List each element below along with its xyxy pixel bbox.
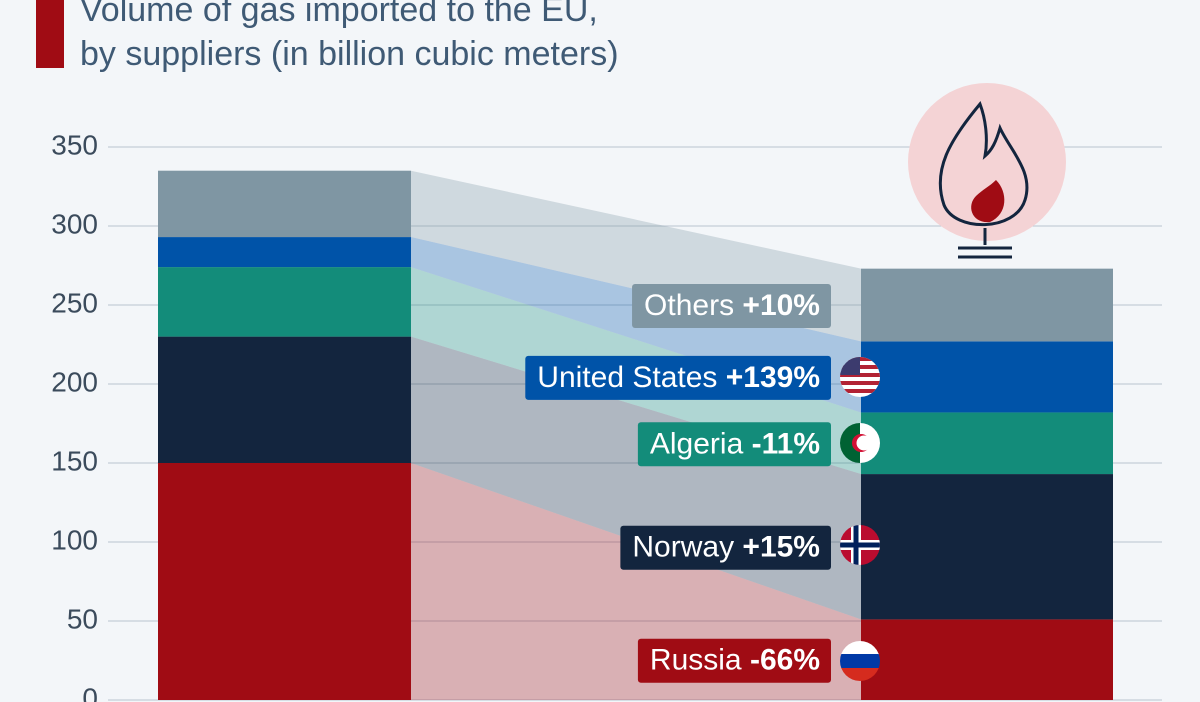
chart-subtitle: by suppliers (in billion cubic meters) — [80, 35, 619, 73]
y-tick-label: 150 — [51, 445, 98, 476]
labels: Russia -66% Norway +15% Algeria -11% United… — [525, 284, 831, 683]
y-tick-label: 200 — [51, 366, 98, 397]
series-change: +15% — [742, 531, 820, 564]
series-name: Russia — [650, 644, 742, 677]
bar-segment — [158, 237, 411, 268]
series-change: -66% — [750, 644, 820, 677]
bar-segment — [158, 170, 411, 238]
series-name: Others — [644, 289, 734, 322]
series-name: United States — [537, 361, 717, 394]
y-tick-label: 350 — [51, 129, 98, 160]
flame-icon — [908, 83, 1066, 259]
series-name: Norway — [632, 531, 734, 564]
label-box — [632, 284, 831, 328]
y-tick-label: 300 — [51, 208, 98, 239]
flag-algeria — [840, 423, 880, 463]
label-text: Others +10% — [644, 289, 820, 322]
y-tick-label: 100 — [51, 524, 98, 555]
bar-segment — [861, 268, 1113, 342]
bar-segment — [861, 412, 1113, 475]
y-tick-label: 0 — [82, 682, 98, 702]
label-text: Russia -66% — [650, 644, 820, 677]
y-tick-label: 250 — [51, 287, 98, 318]
y-tick-label: 50 — [67, 603, 98, 634]
series-change: +10% — [742, 289, 820, 322]
label-text: Algeria -11% — [650, 427, 820, 460]
series-label: Algeria -11% — [637, 422, 831, 467]
series-change: +139% — [726, 361, 820, 394]
series-label: United States +139% — [525, 355, 831, 400]
series-label: Others +10% — [632, 284, 831, 328]
bar-segment — [861, 619, 1113, 700]
flag-russia — [840, 641, 880, 681]
label-text: United States +139% — [537, 361, 820, 394]
series-change: -11% — [752, 427, 820, 460]
series-label: Russia -66% — [637, 638, 831, 683]
bar-segment — [158, 336, 411, 463]
series-label: Norway +15% — [620, 525, 831, 570]
label-box — [525, 355, 831, 400]
label-box — [620, 525, 831, 570]
bar-segment — [861, 474, 1113, 620]
bar-segment — [861, 341, 1113, 413]
accent-bar — [36, 0, 64, 68]
chart-title: Volume of gas imported to the EU, — [80, 0, 598, 29]
flag-us — [840, 357, 880, 397]
label-box — [637, 638, 831, 683]
label-box — [637, 422, 831, 467]
bar-segment — [158, 267, 411, 337]
bars — [158, 170, 1113, 700]
label-text: Norway +15% — [632, 531, 820, 564]
flag-norway — [840, 525, 880, 565]
bar-segment — [158, 463, 411, 700]
series-name: Algeria — [650, 427, 744, 460]
